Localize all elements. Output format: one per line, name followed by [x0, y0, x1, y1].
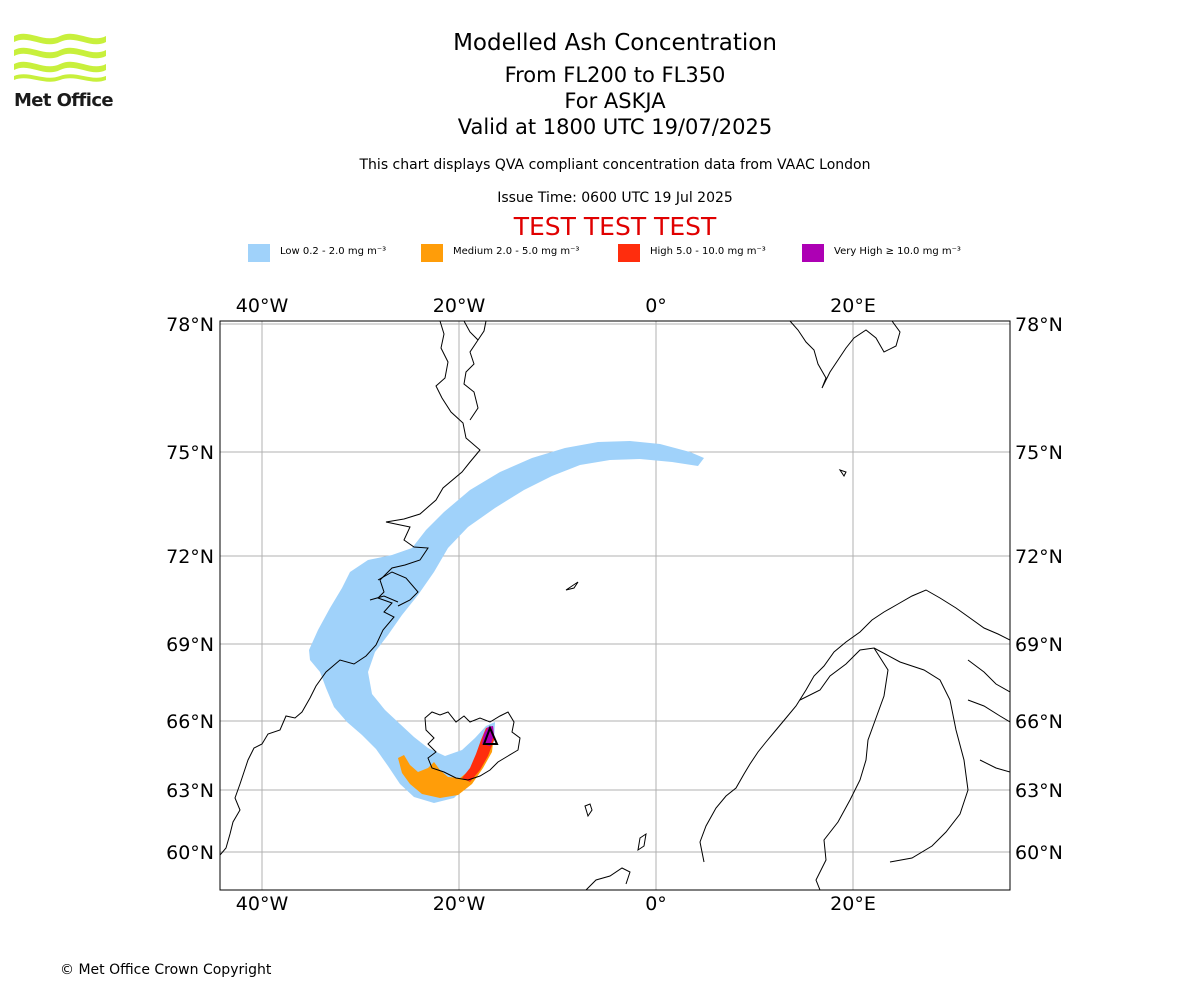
- valid-time: Valid at 1800 UTC 19/07/2025: [457, 115, 773, 139]
- map-frame: [219, 320, 1011, 891]
- test-banner: TEST TEST TEST: [513, 212, 717, 241]
- met-office-wave-icon: [14, 33, 106, 82]
- volcano-line: For ASKJA: [564, 89, 666, 113]
- lon-label-top-3: 20°E: [830, 295, 876, 317]
- lon-label-top-1: 20°W: [433, 295, 486, 317]
- gridlines: [220, 321, 1010, 890]
- lon-label-top-0: 40°W: [236, 295, 289, 317]
- lat-label-right-3: 69°N: [1015, 634, 1063, 656]
- lat-label-left-6: 60°N: [166, 842, 214, 864]
- iceland-coast: [424, 711, 521, 781]
- lat-label-left-3: 69°N: [166, 634, 214, 656]
- lat-label-left-1: 75°N: [166, 442, 214, 464]
- volcano-marker-icon: [482, 725, 499, 745]
- met-office-logo: Met Office: [14, 30, 114, 112]
- lat-label-left-4: 66°N: [166, 711, 214, 733]
- lon-label-bottom-0: 40°W: [236, 893, 289, 915]
- lat-label-left-2: 72°N: [166, 546, 214, 568]
- lat-label-left-0: 78°N: [166, 314, 214, 336]
- lat-label-right-0: 78°N: [1015, 314, 1063, 336]
- ash-plume-low: [309, 441, 704, 803]
- lon-label-bottom-3: 20°E: [830, 893, 876, 915]
- lat-label-right-2: 72°N: [1015, 546, 1063, 568]
- legend-swatch-very-high: [802, 244, 824, 262]
- lat-label-left-5: 63°N: [166, 780, 214, 802]
- flight-levels: From FL200 to FL350: [504, 63, 726, 87]
- logo-text: Met Office: [14, 90, 114, 111]
- legend-label-medium: Medium 2.0 - 5.0 mg m⁻³: [453, 246, 580, 257]
- legend-label-very-high: Very High ≥ 10.0 mg m⁻³: [834, 246, 961, 257]
- lon-label-top-2: 0°: [645, 295, 667, 317]
- issue-time: Issue Time: 0600 UTC 19 Jul 2025: [497, 190, 733, 206]
- lat-label-right-5: 63°N: [1015, 780, 1063, 802]
- copyright: © Met Office Crown Copyright: [60, 962, 272, 978]
- legend-label-high: High 5.0 - 10.0 mg m⁻³: [650, 246, 766, 257]
- legend-swatch-medium: [421, 244, 443, 262]
- description: This chart displays QVA compliant concen…: [359, 157, 871, 173]
- chart-title: Modelled Ash Concentration: [453, 30, 777, 56]
- norway-coast: [699, 589, 1010, 863]
- legend-label-low: Low 0.2 - 2.0 mg m⁻³: [280, 246, 387, 257]
- lon-label-bottom-1: 20°W: [433, 893, 486, 915]
- lat-label-right-1: 75°N: [1015, 442, 1063, 464]
- legend-swatch-low: [248, 244, 270, 262]
- lat-label-right-6: 60°N: [1015, 842, 1063, 864]
- lat-label-right-4: 66°N: [1015, 711, 1063, 733]
- coastlines: [220, 321, 1010, 890]
- legend-swatch-high: [618, 244, 640, 262]
- lon-label-bottom-2: 0°: [645, 893, 667, 915]
